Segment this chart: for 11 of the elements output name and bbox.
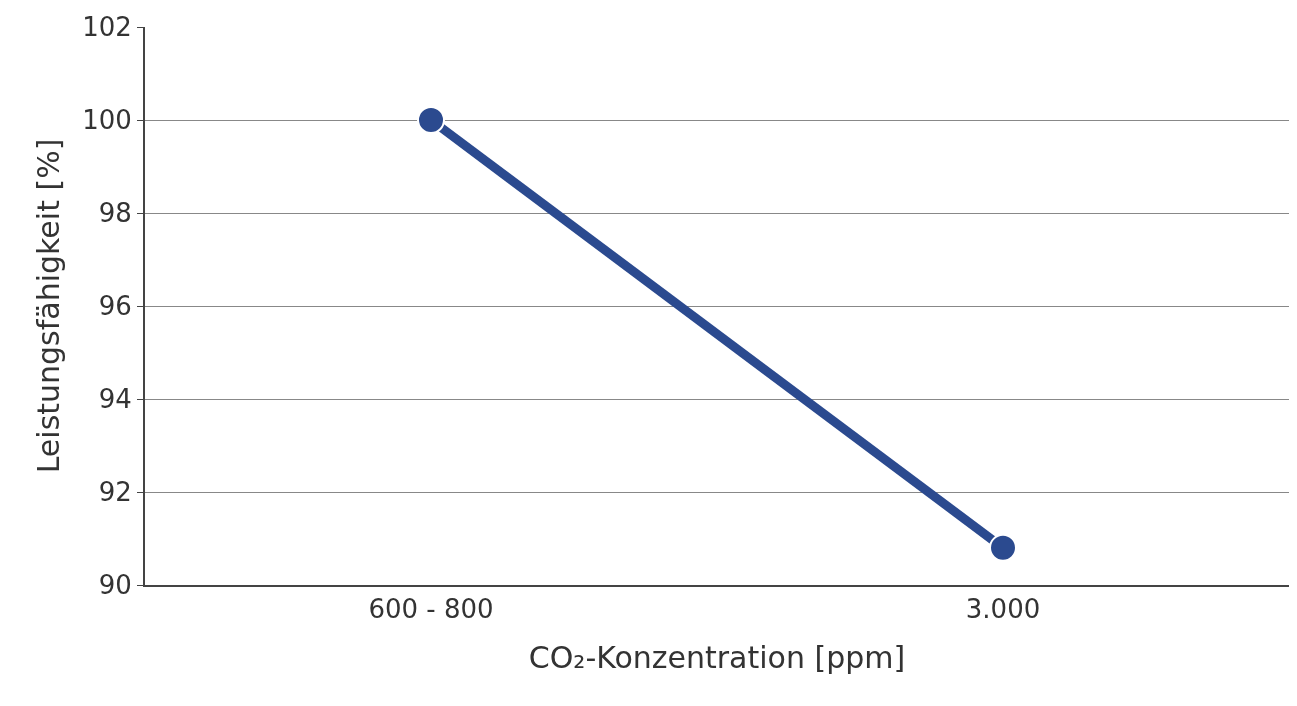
y-tick-label: 98: [98, 198, 132, 229]
y-tick-label: 96: [98, 291, 132, 322]
y-tick-label: 100: [82, 105, 132, 136]
y-tick-label: 94: [98, 384, 132, 415]
y-tick-label: 102: [82, 12, 132, 43]
x-axis-title: CO₂-Konzentration [ppm]: [528, 640, 906, 676]
y-tick-label: 92: [98, 477, 132, 508]
y-tick-label: 90: [98, 570, 132, 601]
y-axis-title: Leistungsfähigkeit [%]: [30, 138, 66, 474]
x-tick-label: 3.000: [965, 594, 1041, 625]
x-tick-label: 600 - 800: [368, 594, 494, 625]
